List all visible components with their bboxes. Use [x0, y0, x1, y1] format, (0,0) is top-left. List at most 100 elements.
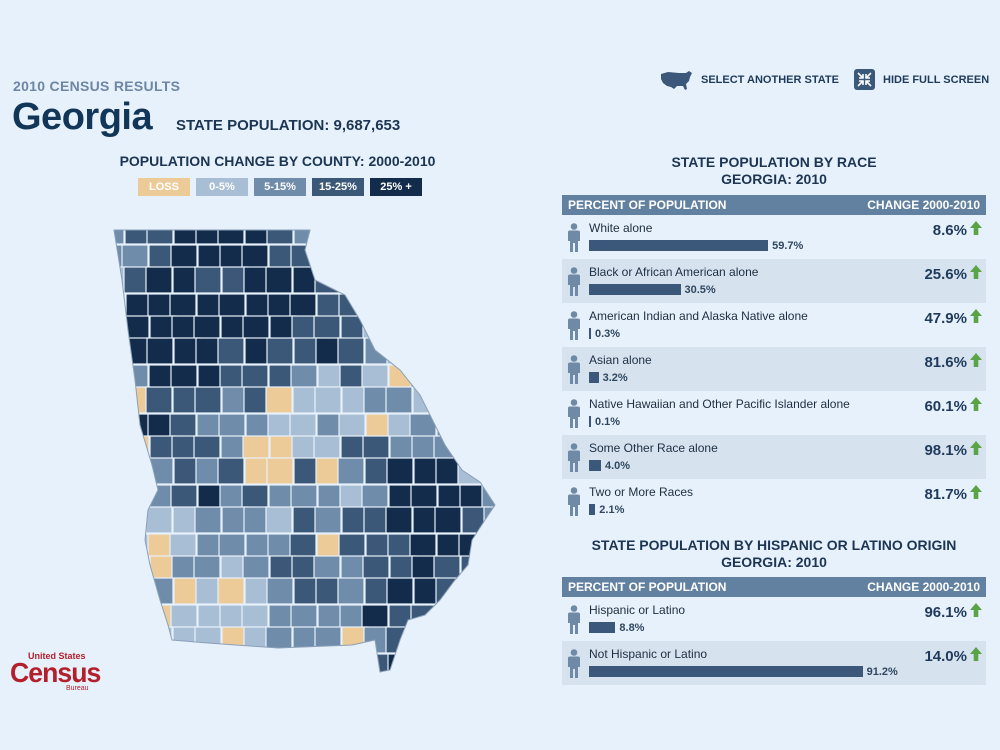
county-cell[interactable]: [266, 577, 294, 605]
county-cell[interactable]: [316, 653, 344, 680]
county-cell[interactable]: [385, 266, 413, 294]
county-cell[interactable]: [409, 653, 437, 680]
county-cell[interactable]: [194, 626, 222, 654]
county-cell[interactable]: [435, 220, 463, 245]
county-cell[interactable]: [459, 244, 487, 272]
county-cell[interactable]: [266, 220, 294, 245]
county-cell[interactable]: [317, 244, 345, 272]
county-cell[interactable]: [124, 457, 152, 485]
county-cell[interactable]: [385, 386, 413, 414]
county-cell[interactable]: [337, 337, 365, 365]
county-cell[interactable]: [485, 533, 510, 561]
county-cell[interactable]: [194, 386, 222, 414]
county-cell[interactable]: [388, 244, 416, 272]
county-cell[interactable]: [100, 220, 125, 245]
county-cell[interactable]: [437, 604, 465, 632]
county-cell[interactable]: [459, 364, 487, 392]
county-cell[interactable]: [169, 653, 197, 680]
county-cell[interactable]: [100, 604, 127, 632]
county-cell[interactable]: [461, 266, 489, 294]
county-cell[interactable]: [266, 337, 294, 365]
county-cell[interactable]: [485, 293, 510, 321]
county-cell[interactable]: [314, 386, 342, 414]
county-cell[interactable]: [364, 220, 392, 245]
county-cell[interactable]: [458, 653, 486, 680]
county-cell[interactable]: [102, 506, 129, 534]
county-cell[interactable]: [409, 293, 437, 321]
county-cell[interactable]: [484, 457, 510, 485]
county-cell[interactable]: [387, 653, 415, 680]
county-cell[interactable]: [100, 364, 127, 392]
county-cell[interactable]: [413, 337, 441, 365]
county-cell[interactable]: [217, 337, 245, 365]
county-cell[interactable]: [101, 315, 128, 343]
county-cell[interactable]: [123, 626, 151, 654]
county-cell[interactable]: [100, 533, 126, 561]
county-cell[interactable]: [412, 266, 440, 294]
county-cell[interactable]: [413, 220, 441, 245]
county-cell[interactable]: [485, 653, 510, 680]
county-cell[interactable]: [100, 337, 125, 365]
county-cell[interactable]: [100, 457, 125, 485]
county-cell[interactable]: [125, 653, 153, 680]
county-cell[interactable]: [121, 604, 149, 632]
county-cell[interactable]: [458, 413, 486, 441]
county-cell[interactable]: [386, 577, 414, 605]
county-cell[interactable]: [410, 364, 438, 392]
county-cell[interactable]: [437, 244, 465, 272]
county-cell[interactable]: [101, 555, 128, 583]
county-cell[interactable]: [385, 626, 413, 654]
county-cell[interactable]: [389, 315, 417, 343]
county-cell[interactable]: [101, 435, 128, 463]
county-cell[interactable]: [289, 653, 317, 680]
county-cell[interactable]: [314, 506, 342, 534]
county-cell[interactable]: [361, 244, 389, 272]
county-cell[interactable]: [314, 626, 342, 654]
county-cell[interactable]: [217, 220, 245, 245]
county-cell[interactable]: [145, 506, 173, 534]
county-cell[interactable]: [145, 386, 173, 414]
county-cell[interactable]: [461, 626, 489, 654]
county-cell[interactable]: [265, 626, 293, 654]
county-cell[interactable]: [484, 220, 510, 245]
county-cell[interactable]: [337, 577, 365, 605]
county-cell[interactable]: [145, 626, 173, 654]
county-cell[interactable]: [124, 577, 152, 605]
county-cell[interactable]: [482, 315, 509, 343]
county-cell[interactable]: [434, 506, 462, 534]
county-cell[interactable]: [102, 626, 129, 654]
county-cell[interactable]: [100, 413, 126, 441]
county-cell[interactable]: [218, 653, 246, 680]
county-cell[interactable]: [265, 266, 293, 294]
county-cell[interactable]: [483, 626, 510, 654]
county-cell[interactable]: [337, 457, 365, 485]
county-cell[interactable]: [436, 293, 464, 321]
county-cell[interactable]: [265, 506, 293, 534]
county-cell[interactable]: [339, 244, 367, 272]
county-cell[interactable]: [315, 220, 343, 245]
county-cell[interactable]: [435, 337, 463, 365]
county-cell[interactable]: [266, 457, 294, 485]
county-cell[interactable]: [365, 293, 393, 321]
georgia-county-map[interactable]: [100, 220, 510, 680]
county-cell[interactable]: [483, 506, 510, 534]
county-cell[interactable]: [100, 293, 126, 321]
county-cell[interactable]: [437, 364, 465, 392]
county-cell[interactable]: [145, 266, 173, 294]
county-cell[interactable]: [436, 653, 464, 680]
county-cell[interactable]: [482, 435, 509, 463]
county-cell[interactable]: [457, 577, 485, 605]
county-cell[interactable]: [385, 506, 413, 534]
county-cell[interactable]: [265, 386, 293, 414]
hide-full-screen-button[interactable]: HIDE FULL SCREEN: [854, 69, 989, 90]
county-cell[interactable]: [100, 577, 125, 605]
county-cell[interactable]: [386, 457, 414, 485]
county-cell[interactable]: [433, 315, 461, 343]
county-cell[interactable]: [457, 220, 485, 245]
county-cell[interactable]: [338, 653, 366, 680]
county-cell[interactable]: [484, 337, 510, 365]
county-cell[interactable]: [387, 293, 415, 321]
county-cell[interactable]: [434, 386, 462, 414]
county-cell[interactable]: [121, 484, 149, 512]
county-cell[interactable]: [122, 555, 150, 583]
